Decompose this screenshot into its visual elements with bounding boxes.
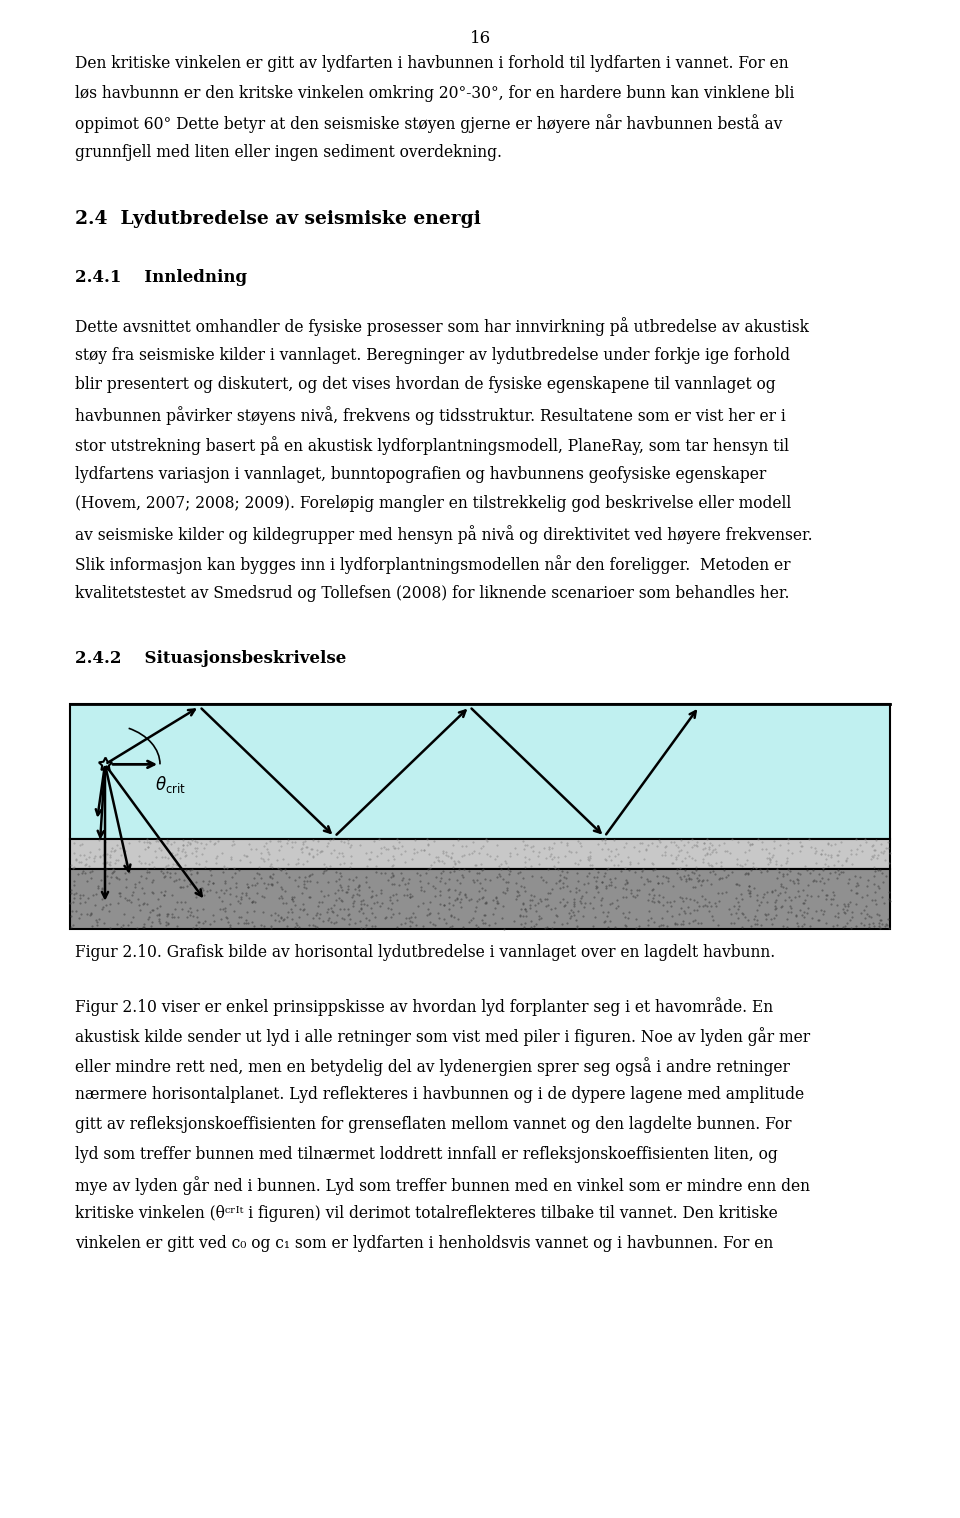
- Text: kritiske vinkelen (θᶜʳᴵᵗ i figuren) vil derimot totalreflekteres tilbake til van: kritiske vinkelen (θᶜʳᴵᵗ i figuren) vil …: [75, 1205, 778, 1222]
- Text: gitt av refleksjonskoeffisienten for grenseflaten mellom vannet og den lagdelte : gitt av refleksjonskoeffisienten for gre…: [75, 1116, 791, 1132]
- Text: mye av lyden går ned i bunnen. Lyd som treffer bunnen med en vinkel som er mindr: mye av lyden går ned i bunnen. Lyd som t…: [75, 1175, 810, 1195]
- Text: blir presentert og diskutert, og det vises hvordan de fysiske egenskapene til va: blir presentert og diskutert, og det vis…: [75, 376, 776, 393]
- Text: $\theta_{\rm crit}$: $\theta_{\rm crit}$: [155, 774, 186, 795]
- Text: grunnfjell med liten eller ingen sediment overdekning.: grunnfjell med liten eller ingen sedimen…: [75, 144, 502, 161]
- Text: Figur 2.10 viser er enkel prinsippskisse av hvordan lyd forplanter seg i et havo: Figur 2.10 viser er enkel prinsippskisse…: [75, 997, 773, 1016]
- Text: eller mindre rett ned, men en betydelig del av lydenergien sprer seg også i andr: eller mindre rett ned, men en betydelig …: [75, 1057, 790, 1076]
- Text: kvalitetstestet av Smedsrud og Tollefsen (2008) for liknende scenarioer som beha: kvalitetstestet av Smedsrud og Tollefsen…: [75, 584, 789, 601]
- Text: akustisk kilde sender ut lyd i alle retninger som vist med piler i figuren. Noe : akustisk kilde sender ut lyd i alle retn…: [75, 1026, 810, 1046]
- Bar: [70, 704, 890, 838]
- Text: av seismiske kilder og kildegrupper med hensyn på nivå og direktivitet ved høyer: av seismiske kilder og kildegrupper med …: [75, 525, 812, 543]
- Text: oppimot 60° Dette betyr at den seismiske støyen gjerne er høyere når havbunnen b: oppimot 60° Dette betyr at den seismiske…: [75, 114, 782, 134]
- Bar: [70, 868, 890, 929]
- Text: 2.4  Lydutbredelse av seismiske energi: 2.4 Lydutbredelse av seismiske energi: [75, 209, 481, 228]
- Bar: [70, 838, 890, 868]
- Text: Den kritiske vinkelen er gitt av lydfarten i havbunnen i forhold til lydfarten i: Den kritiske vinkelen er gitt av lydfart…: [75, 55, 788, 71]
- Text: 2.4.1    Innledning: 2.4.1 Innledning: [75, 269, 247, 287]
- Text: lydfartens variasjon i vannlaget, bunntopografien og havbunnens geofysiske egens: lydfartens variasjon i vannlaget, bunnto…: [75, 466, 766, 483]
- Text: Figur 2.10. Grafisk bilde av horisontal lydutbredelse i vannlaget over en lagdel: Figur 2.10. Grafisk bilde av horisontal …: [75, 944, 776, 961]
- Text: Slik informasjon kan bygges inn i lydforplantningsmodellen når den foreligger.  : Slik informasjon kan bygges inn i lydfor…: [75, 556, 790, 574]
- Text: 16: 16: [469, 30, 491, 47]
- Text: lyd som treffer bunnen med tilnærmet loddrett innfall er refleksjonskoeffisiente: lyd som treffer bunnen med tilnærmet lod…: [75, 1146, 778, 1163]
- Text: støy fra seismiske kilder i vannlaget. Beregninger av lydutbredelse under forkje: støy fra seismiske kilder i vannlaget. B…: [75, 346, 790, 364]
- Text: vinkelen er gitt ved c₀ og c₁ som er lydfarten i henholdsvis vannet og i havbunn: vinkelen er gitt ved c₀ og c₁ som er lyd…: [75, 1236, 773, 1252]
- Text: Dette avsnittet omhandler de fysiske prosesser som har innvirkning på utbredelse: Dette avsnittet omhandler de fysiske pro…: [75, 317, 809, 335]
- Text: stor utstrekning basert på en akustisk lydforplantningsmodell, PlaneRay, som tar: stor utstrekning basert på en akustisk l…: [75, 436, 789, 455]
- Text: 2.4.2    Situasjonsbeskrivelse: 2.4.2 Situasjonsbeskrivelse: [75, 650, 347, 666]
- Text: (Hovem, 2007; 2008; 2009). Foreløpig mangler en tilstrekkelig god beskrivelse el: (Hovem, 2007; 2008; 2009). Foreløpig man…: [75, 495, 791, 513]
- Text: nærmere horisontalplanet. Lyd reflekteres i havbunnen og i de dypere lagene med : nærmere horisontalplanet. Lyd reflektere…: [75, 1087, 804, 1104]
- Text: havbunnen påvirker støyens nivå, frekvens og tidsstruktur. Resultatene som er vi: havbunnen påvirker støyens nivå, frekven…: [75, 407, 785, 425]
- Text: løs havbunnn er den kritske vinkelen omkring 20°-30°, for en hardere bunn kan vi: løs havbunnn er den kritske vinkelen omk…: [75, 85, 794, 102]
